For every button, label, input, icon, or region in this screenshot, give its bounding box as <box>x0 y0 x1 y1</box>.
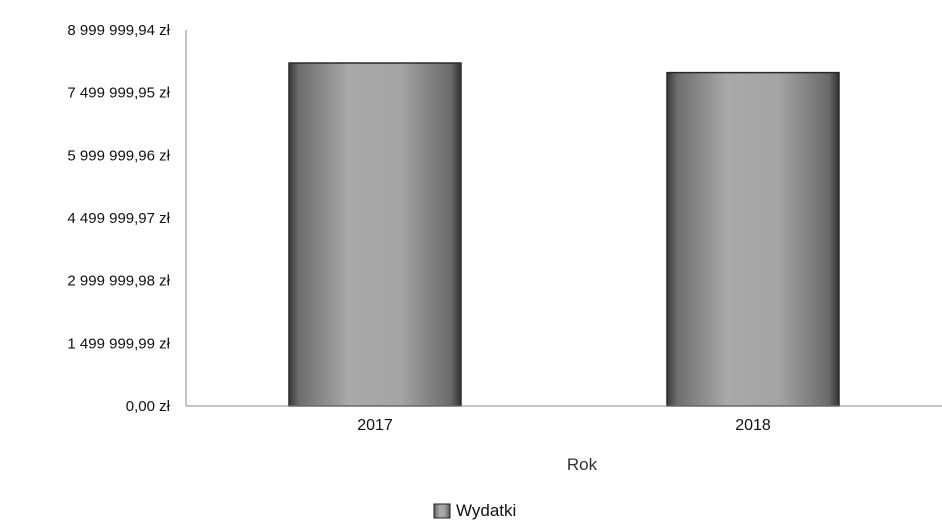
bar-2017 <box>288 62 462 407</box>
y-tick-label: 5 999 999,96 zł <box>67 147 170 164</box>
y-tick-label: 8 999 999,94 zł <box>67 22 170 39</box>
y-tick-label: 1 499 999,99 zł <box>67 335 170 352</box>
y-axis: 0,00 zł 1 499 999,99 zł 2 999 999,98 zł 4 4… <box>67 22 187 415</box>
y-tick-label: 2 999 999,98 zł <box>67 273 170 290</box>
y-tick-label: 7 499 999,95 zł <box>67 85 170 102</box>
y-tick-label: 4 499 999,97 zł <box>67 210 170 227</box>
x-axis-title: Rok <box>567 455 598 474</box>
y-tick-label: 0,00 zł <box>126 398 171 415</box>
legend-label: Wydatki <box>456 501 516 520</box>
legend: Wydatki <box>433 501 516 520</box>
x-axis: 2017 2018 <box>186 405 942 434</box>
x-tick-label: 2017 <box>357 417 393 434</box>
x-tick-label: 2018 <box>735 417 771 434</box>
bar-2018 <box>666 71 840 407</box>
legend-swatch <box>433 503 451 519</box>
bars <box>288 62 840 407</box>
